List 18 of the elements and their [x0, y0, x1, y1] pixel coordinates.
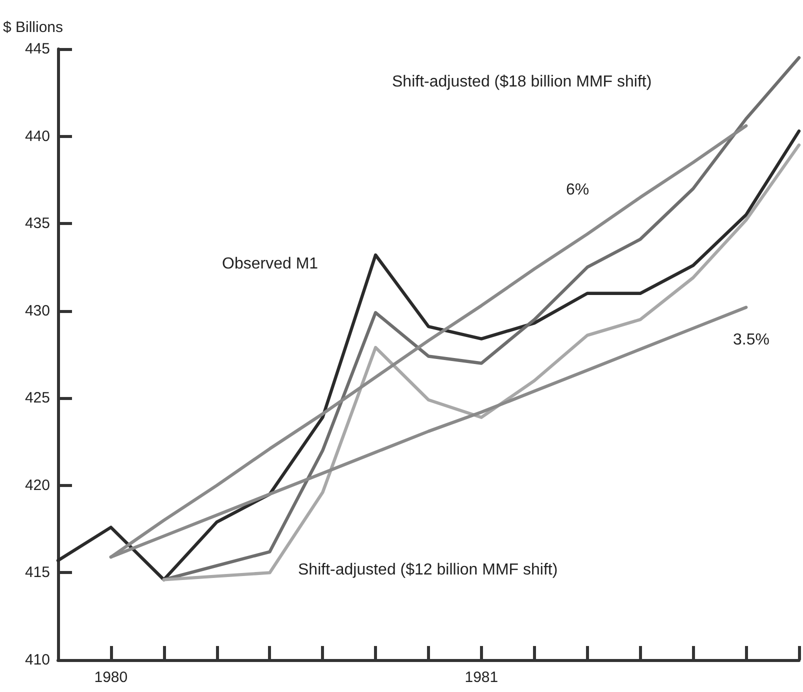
- y-tick-label: 420: [24, 476, 50, 494]
- y-tick-label: 445: [24, 40, 50, 58]
- annotation: 3.5%: [733, 332, 770, 348]
- y-tick-label: 410: [24, 652, 50, 668]
- y-tick-label: 415: [24, 564, 50, 582]
- x-tick-label: 1980: [94, 669, 128, 686]
- annotation: 6%: [566, 182, 590, 198]
- y-tick-label: 425: [24, 390, 50, 407]
- y-tick-label: 435: [24, 215, 50, 232]
- line-series: [162, 56, 801, 582]
- y-tick-label: 440: [24, 128, 50, 145]
- y-axis-title: $ Billions: [3, 19, 64, 36]
- annotation: Shift-adjusted ($12 billion MMF shift): [298, 562, 558, 578]
- x-tick-label: 1981: [464, 669, 498, 686]
- line-series: [162, 143, 801, 582]
- annotation: Observed M1: [222, 256, 318, 272]
- y-tick-label: 430: [24, 302, 50, 320]
- annotation: Shift-adjusted ($18 billion MMF shift): [392, 74, 652, 90]
